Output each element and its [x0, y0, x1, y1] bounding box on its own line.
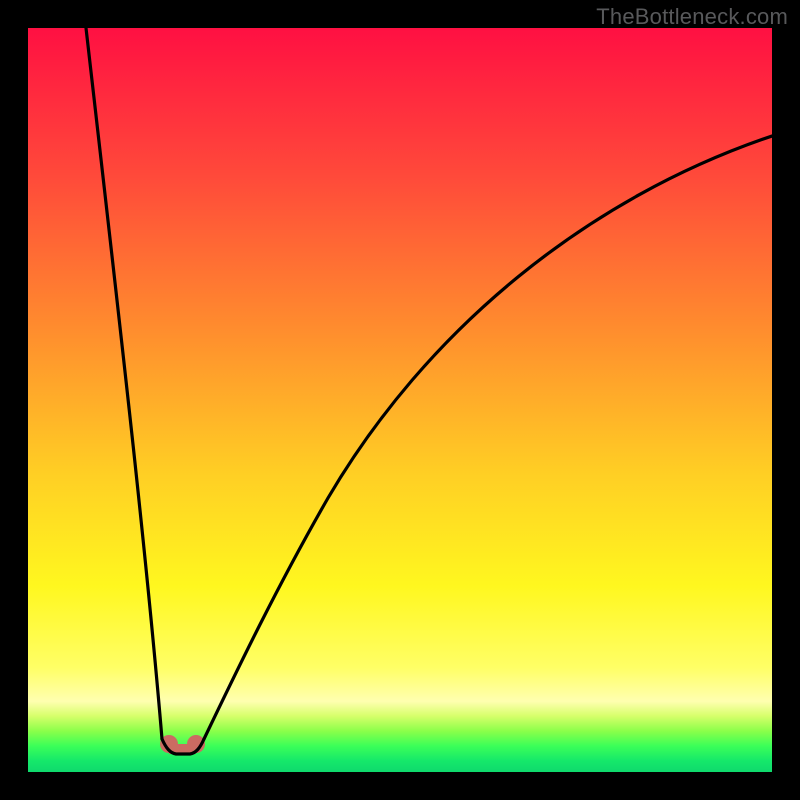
- curve-right-branch: [204, 136, 772, 739]
- plot-area: [28, 28, 772, 772]
- watermark-text: TheBottleneck.com: [596, 4, 788, 30]
- notch-lobes: [160, 735, 205, 754]
- curve-left-branch: [86, 28, 162, 739]
- bottleneck-curve: [28, 28, 772, 772]
- chart-container: TheBottleneck.com: [0, 0, 800, 800]
